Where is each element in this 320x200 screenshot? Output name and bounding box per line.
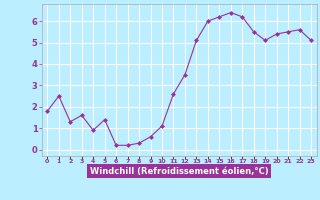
X-axis label: Windchill (Refroidissement éolien,°C): Windchill (Refroidissement éolien,°C): [90, 167, 268, 176]
